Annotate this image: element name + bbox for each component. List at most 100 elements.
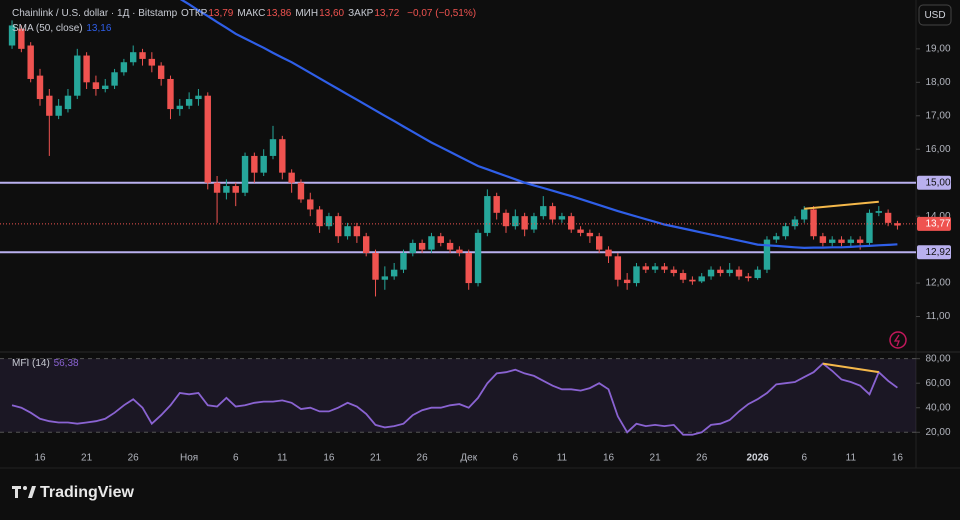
candle-body [829, 239, 836, 243]
candle-body [428, 236, 435, 250]
candle-body [139, 52, 146, 59]
band-fill [0, 358, 916, 433]
candle-body [148, 58, 156, 66]
candle-body [502, 212, 510, 227]
legend-name: MFI (14) [12, 358, 50, 369]
candle-body [605, 249, 612, 257]
candle-body [763, 239, 771, 270]
candle-body [596, 236, 603, 250]
candle-body [102, 85, 109, 90]
x-tick-label: 21 [650, 453, 662, 464]
candle-body [297, 182, 305, 200]
y-tick-label: 11,00 [926, 311, 951, 322]
y-tick-label: 16,00 [925, 144, 950, 155]
candle-body [120, 62, 128, 73]
candle-body [568, 216, 575, 230]
x-tick-label: 11 [277, 453, 288, 464]
alert-icon-bolt [893, 334, 900, 347]
candle-body [381, 276, 389, 280]
plot [0, 0, 916, 297]
candle-body [223, 186, 230, 193]
logo-icon [23, 486, 27, 490]
candle-body [661, 266, 668, 270]
candle-body [195, 95, 202, 100]
currency-button[interactable] [918, 4, 952, 26]
ohlc: ОТКР13,79 МАКС13,86 МИН13,60 ЗАКР13,72 [181, 8, 403, 19]
candle-body [521, 216, 528, 230]
logo-text: TradingView [40, 484, 135, 501]
candle-body [269, 139, 277, 156]
candle-body [670, 269, 677, 274]
candle-body [418, 242, 426, 250]
candle-body [773, 236, 780, 240]
logo-icon [12, 486, 21, 489]
candle-body [111, 72, 118, 86]
y-tick-label: 17,00 [925, 110, 950, 121]
candle-body [335, 216, 342, 237]
change: −0,07 (−0,51%) [407, 8, 477, 19]
level-label: 15,00 [925, 177, 950, 188]
candle-body [549, 206, 556, 220]
x-tick-label: 21 [81, 453, 93, 464]
candle-body [689, 279, 696, 282]
price-label-bg [917, 216, 951, 231]
candle-body [894, 223, 901, 226]
candle-body [735, 269, 743, 277]
x-tick-label: 21 [370, 453, 382, 464]
y-tick-label: 12,00 [925, 278, 950, 289]
candle-body [64, 95, 72, 110]
y-tick-label: 40,00 [925, 402, 950, 413]
candle-body [456, 249, 463, 253]
candle-body [856, 239, 864, 243]
y-tick-label: 20,00 [925, 427, 950, 438]
candle-body [353, 226, 361, 237]
candle-body [782, 226, 789, 237]
candle-body [838, 239, 845, 243]
candle-body [465, 252, 472, 284]
candle-body [325, 216, 333, 227]
candle-body [316, 209, 323, 227]
candle-body [484, 196, 491, 233]
x-tick-label: 16 [34, 453, 46, 464]
candle-body [754, 269, 761, 279]
candle-body [679, 273, 687, 280]
x-tick-label: 6 [513, 453, 519, 464]
y-tick-label: 14,00 [925, 211, 950, 222]
trend-line [804, 200, 879, 210]
candle-body [372, 252, 379, 280]
x-tick-label: 16 [892, 453, 904, 464]
candle-body [92, 82, 100, 90]
alert-icon[interactable] [889, 331, 907, 349]
ohlc-name: МАКС [237, 8, 266, 19]
candle-body [8, 25, 16, 46]
candle-body [27, 45, 34, 79]
candle-body [204, 95, 211, 183]
x-tick-label: Дек [460, 453, 477, 464]
x-tick-label: 6 [801, 453, 807, 464]
series-line [179, 0, 898, 250]
currency-label[interactable]: USD [924, 10, 945, 21]
candle-body [493, 196, 500, 213]
y-tick-label: 60,00 [925, 378, 950, 389]
legend-value: 56,38 [53, 358, 79, 369]
candle-body [642, 266, 649, 270]
ohlc-value: 13,86 [266, 8, 292, 19]
candle-body [307, 199, 314, 210]
candle-body [400, 252, 407, 270]
trend-line [822, 362, 879, 374]
candle-body [819, 236, 827, 243]
logo-icon [15, 489, 18, 498]
ohlc-value: 13,72 [374, 8, 400, 19]
y-tick-label: 18,00 [925, 77, 950, 88]
ohlc-value: 13,60 [319, 8, 345, 19]
candle-body [185, 99, 193, 106]
candle-body [363, 236, 370, 253]
y-tick-label: 19,00 [925, 43, 950, 54]
candle-body [633, 266, 640, 284]
ohlc-name: ОТКР [180, 8, 208, 19]
candle-body [409, 242, 416, 253]
candle-body [260, 155, 267, 173]
candle-body [512, 216, 519, 227]
